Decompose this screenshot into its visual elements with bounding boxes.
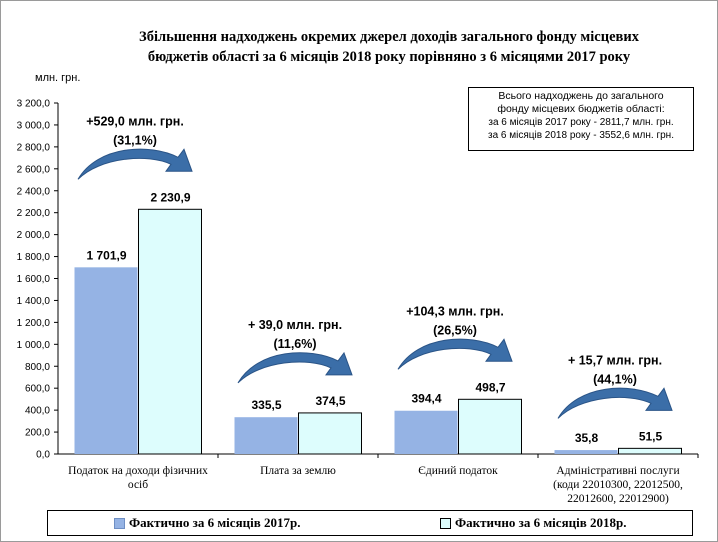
bar-2017 <box>234 417 298 454</box>
y-tick-label: 2 400,0 <box>17 186 51 197</box>
legend-label-2017: Фактично за 6 місяців 2017р. <box>129 515 301 530</box>
y-tick-label: 400,0 <box>25 406 50 417</box>
data-label: 335,5 <box>251 398 281 412</box>
percent-label: (31,1%) <box>113 133 157 147</box>
y-tick-label: 600,0 <box>25 384 50 395</box>
info-line-2: фонду місцевих бюджетів області: <box>497 103 665 115</box>
bar-2018 <box>138 208 202 455</box>
legend-item-2017: Фактично за 6 місяців 2017р. <box>114 515 300 531</box>
percent-label: (26,5%) <box>433 323 477 337</box>
category-label: осіб <box>128 479 148 491</box>
category-label: Адміністративні послуги <box>556 465 679 477</box>
info-line-4: за 6 місяців 2018 року - 3552,6 млн. грн… <box>487 130 674 141</box>
chart-title-line-1: Збільшення надходжень окремих джерел дох… <box>139 29 639 45</box>
category-label: (коди 22010300, 22012500, <box>553 479 683 491</box>
category-label: Єдиний податок <box>418 465 498 477</box>
y-tick-label: 3 000,0 <box>17 120 51 131</box>
data-label: 35,8 <box>575 431 599 445</box>
increase-arrow-icon <box>237 351 353 384</box>
chart-title: Збільшення надходжень окремих джерел дох… <box>97 27 681 67</box>
increase-label: +529,0 млн. грн. <box>86 114 184 128</box>
y-tick-label: 2 200,0 <box>17 208 51 219</box>
data-label: 394,4 <box>411 392 441 406</box>
data-label: 374,5 <box>315 394 345 408</box>
percent-label: (11,6%) <box>273 337 316 351</box>
y-tick-label: 200,0 <box>25 428 50 439</box>
y-tick-label: 1 400,0 <box>17 296 51 307</box>
data-label: 498,7 <box>475 380 505 394</box>
y-tick-label: 1 200,0 <box>17 318 51 329</box>
y-tick-label: 3 200,0 <box>17 99 51 110</box>
y-tick-label: 1 800,0 <box>17 252 51 263</box>
data-label: 51,5 <box>639 429 663 443</box>
legend-swatch-2017 <box>114 517 125 529</box>
bar-2017 <box>554 450 618 454</box>
bar-2018 <box>458 398 522 455</box>
y-tick-label: 1 000,0 <box>17 340 51 351</box>
bar-2017 <box>394 410 458 454</box>
y-tick-label: 0,0 <box>36 450 50 461</box>
chart-title-line-2: бюджетів області за 6 місяців 2018 року … <box>147 49 631 65</box>
increase-arrow-icon <box>557 387 673 419</box>
increase-arrow-icon <box>397 338 513 370</box>
increase-label: + 39,0 млн. грн. <box>248 318 342 332</box>
legend-label-2018: Фактично за 6 місяців 2018р. <box>455 515 627 530</box>
increase-label: +104,3 млн. грн. <box>406 304 504 318</box>
data-label: 2 230,9 <box>150 190 190 204</box>
data-label: 1 701,9 <box>86 248 126 262</box>
y-tick-label: 800,0 <box>25 362 50 373</box>
info-line-3: за 6 місяців 2017 року - 2811,7 млн. грн… <box>488 117 674 128</box>
legend-swatch-2018 <box>440 517 451 529</box>
percent-label: (44,1%) <box>593 372 637 386</box>
bar-2018 <box>298 412 362 455</box>
category-label: Податок на доходи фізичних <box>68 465 208 477</box>
increase-arrow-icon <box>77 148 193 180</box>
bar-2018 <box>618 447 682 455</box>
totals-info-box: Всього надходжень до загального фонду мі… <box>468 87 694 151</box>
category-label: 22012600, 22012900) <box>567 493 669 505</box>
y-tick-label: 1 600,0 <box>17 274 51 285</box>
y-tick-label: 2 600,0 <box>17 164 51 175</box>
y-axis-label: млн. грн. <box>35 72 81 84</box>
y-tick-label: 2 000,0 <box>17 230 51 241</box>
y-tick-label: 2 800,0 <box>17 142 51 153</box>
increase-label: + 15,7 млн. грн. <box>568 353 662 367</box>
legend: Фактично за 6 місяців 2017р. Фактично за… <box>47 510 693 536</box>
bar-2017 <box>74 267 138 454</box>
category-label: Плата за землю <box>260 465 336 477</box>
legend-item-2018: Фактично за 6 місяців 2018р. <box>440 515 626 531</box>
info-line-1: Всього надходжень до загального <box>498 90 664 102</box>
